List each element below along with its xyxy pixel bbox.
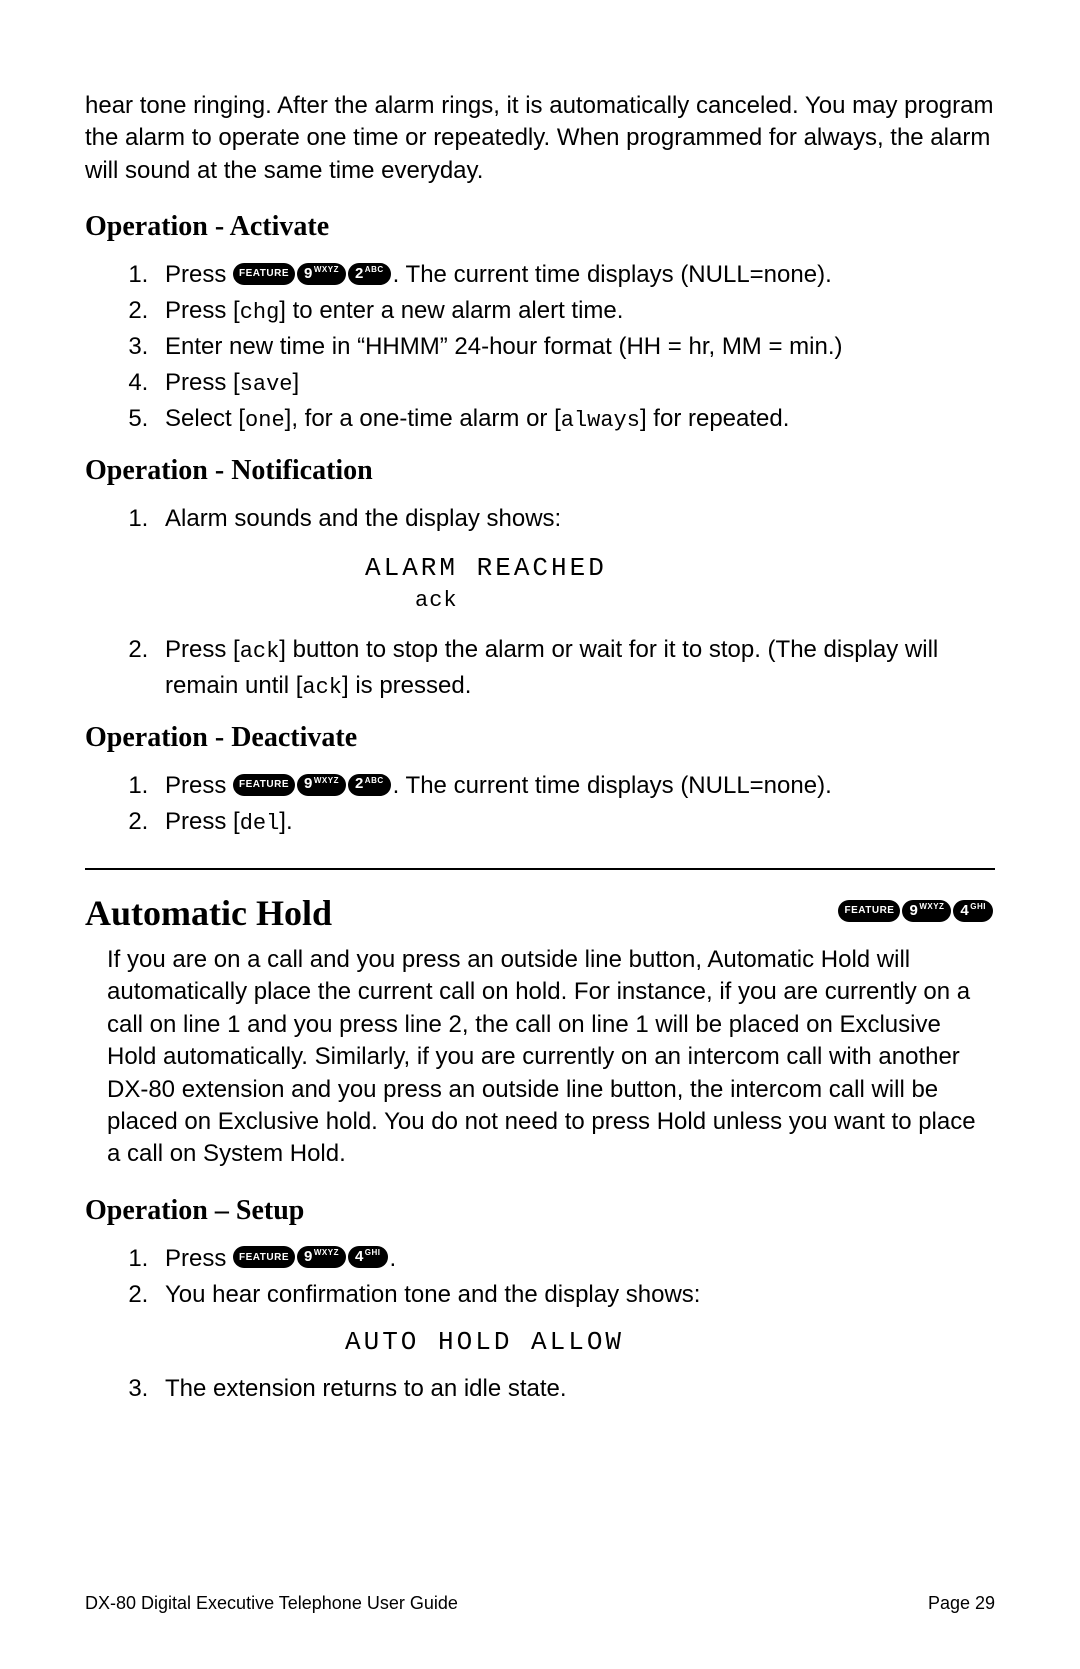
text: ] button to stop the alarm or wait for i… (165, 636, 938, 699)
setup-steps: Press FEATURE9WXYZ4GHI. You hear confirm… (85, 1241, 995, 1313)
softkey-one: one (245, 408, 285, 433)
key-4-icon: 4GHI (953, 900, 993, 922)
activate-steps: Press FEATURE9WXYZ2ABC. The current time… (85, 257, 995, 437)
divider (85, 868, 995, 870)
list-item: Select [one], for a one-time alarm or [a… (155, 401, 995, 437)
lcd-line2: ack (365, 586, 995, 616)
key-4-icon: 4GHI (348, 1246, 388, 1268)
lcd-display: ALARM REACHED ack (85, 551, 995, 616)
footer-title: DX-80 Digital Executive Telephone User G… (85, 1593, 458, 1614)
page-content: hear tone ringing. After the alarm rings… (85, 90, 995, 1533)
feature-key-icon: FEATURE (233, 1246, 295, 1268)
softkey-chg: chg (240, 300, 280, 325)
autohold-keycombo: FEATURE9WXYZ4GHI (838, 902, 995, 924)
autohold-header-row: Automatic Hold FEATURE9WXYZ4GHI (85, 892, 995, 934)
page-footer: DX-80 Digital Executive Telephone User G… (85, 1593, 995, 1614)
text: . The current time displays (NULL=none). (393, 772, 832, 799)
heading-notification: Operation - Notification (85, 455, 995, 487)
list-item: You hear confirmation tone and the displ… (155, 1277, 995, 1313)
softkey-del: del (240, 811, 280, 836)
text: . (390, 1245, 397, 1272)
autohold-body: If you are on a call and you press an ou… (107, 944, 995, 1171)
softkey-always: always (561, 408, 640, 433)
text: ], for a one-time alarm or [ (285, 405, 561, 432)
list-item: Enter new time in “HHMM” 24-hour format … (155, 329, 995, 365)
list-item: The extension returns to an idle state. (155, 1371, 995, 1407)
key-9-icon: 9WXYZ (297, 774, 346, 796)
text: Press (165, 1245, 233, 1272)
feature-key-icon: FEATURE (838, 900, 900, 922)
footer-page: Page 29 (928, 1593, 995, 1614)
lcd-line1: ALARM REACHED (365, 553, 607, 583)
heading-automatic-hold: Automatic Hold (85, 892, 332, 934)
text: Press [ (165, 369, 240, 396)
list-item: Press FEATURE9WXYZ4GHI. (155, 1241, 995, 1277)
list-item: Press FEATURE9WXYZ2ABC. The current time… (155, 768, 995, 804)
deactivate-steps: Press FEATURE9WXYZ2ABC. The current time… (85, 768, 995, 840)
text: Press [ (165, 636, 240, 663)
softkey-ack: ack (302, 675, 342, 700)
feature-key-icon: FEATURE (233, 263, 295, 285)
notification-steps: Alarm sounds and the display shows: (85, 501, 995, 537)
text: ] to enter a new alarm alert time. (279, 297, 623, 324)
heading-deactivate: Operation - Deactivate (85, 722, 995, 754)
heading-activate: Operation - Activate (85, 211, 995, 243)
lcd-display: AUTO HOLD ALLOW (85, 1327, 995, 1357)
text: ]. (279, 808, 292, 835)
text: ] (293, 369, 300, 396)
list-item: Press FEATURE9WXYZ2ABC. The current time… (155, 257, 995, 293)
setup-steps-2: The extension returns to an idle state. (85, 1371, 995, 1407)
list-item: Press [del]. (155, 804, 995, 840)
notification-steps-2: Press [ack] button to stop the alarm or … (85, 632, 995, 704)
key-9-icon: 9WXYZ (297, 263, 346, 285)
intro-paragraph: hear tone ringing. After the alarm rings… (85, 90, 995, 187)
list-item: Press [save] (155, 365, 995, 401)
list-item: Press [ack] button to stop the alarm or … (155, 632, 995, 704)
text: Select [ (165, 405, 245, 432)
list-item: Alarm sounds and the display shows: (155, 501, 995, 537)
text: Press (165, 772, 233, 799)
feature-key-icon: FEATURE (233, 774, 295, 796)
key-2-icon: 2ABC (348, 774, 391, 796)
text: . The current time displays (NULL=none). (393, 261, 832, 288)
text: Press [ (165, 297, 240, 324)
key-9-icon: 9WXYZ (297, 1246, 346, 1268)
text: Press [ (165, 808, 240, 835)
key-2-icon: 2ABC (348, 263, 391, 285)
list-item: Press [chg] to enter a new alarm alert t… (155, 293, 995, 329)
text: ] for repeated. (640, 405, 789, 432)
softkey-save: save (240, 372, 293, 397)
heading-setup: Operation – Setup (85, 1195, 995, 1227)
text: Press (165, 261, 233, 288)
softkey-ack: ack (240, 639, 280, 664)
key-9-icon: 9WXYZ (902, 900, 951, 922)
text: ] is pressed. (342, 672, 471, 699)
